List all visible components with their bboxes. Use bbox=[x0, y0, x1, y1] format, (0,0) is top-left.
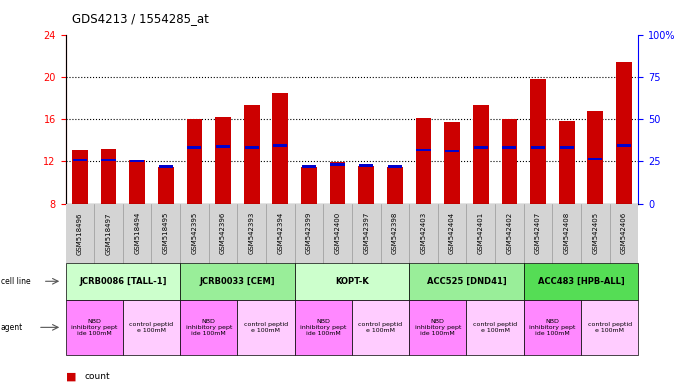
Bar bbox=[244, 105, 259, 204]
Text: cell line: cell line bbox=[1, 277, 30, 286]
Bar bbox=[560, 146, 574, 149]
Text: GSM542400: GSM542400 bbox=[335, 212, 341, 255]
Text: GSM542405: GSM542405 bbox=[592, 212, 598, 254]
Bar bbox=[415, 118, 431, 204]
Bar bbox=[101, 159, 116, 161]
Text: control peptid
e 100mM: control peptid e 100mM bbox=[473, 322, 517, 333]
Bar bbox=[330, 162, 346, 204]
Text: GSM518494: GSM518494 bbox=[134, 212, 140, 255]
Bar bbox=[216, 145, 230, 148]
Bar bbox=[130, 160, 144, 162]
Text: GSM542399: GSM542399 bbox=[306, 212, 312, 255]
Bar bbox=[416, 149, 431, 151]
Bar bbox=[559, 121, 575, 204]
Text: GSM542406: GSM542406 bbox=[621, 212, 627, 255]
Bar bbox=[358, 166, 374, 204]
Text: NBD
inhibitory pept
ide 100mM: NBD inhibitory pept ide 100mM bbox=[529, 319, 575, 336]
Bar bbox=[531, 146, 545, 149]
Text: GSM542398: GSM542398 bbox=[392, 212, 398, 255]
Bar bbox=[588, 158, 602, 161]
Text: control peptid
e 100mM: control peptid e 100mM bbox=[130, 322, 173, 333]
Text: NBD
inhibitory pept
ide 100mM: NBD inhibitory pept ide 100mM bbox=[186, 319, 232, 336]
Text: JCRB0033 [CEM]: JCRB0033 [CEM] bbox=[199, 277, 275, 286]
Bar bbox=[388, 166, 402, 168]
Text: GSM542393: GSM542393 bbox=[248, 212, 255, 255]
Text: KOPT-K: KOPT-K bbox=[335, 277, 368, 286]
Text: GSM542395: GSM542395 bbox=[191, 212, 197, 255]
Bar bbox=[587, 111, 603, 204]
Text: GSM542408: GSM542408 bbox=[564, 212, 570, 255]
Text: control peptid
e 100mM: control peptid e 100mM bbox=[359, 322, 402, 333]
Bar bbox=[101, 149, 117, 204]
Bar bbox=[186, 119, 202, 204]
Bar bbox=[72, 159, 87, 161]
Bar bbox=[473, 105, 489, 204]
Text: GSM542403: GSM542403 bbox=[420, 212, 426, 255]
Text: GSM518497: GSM518497 bbox=[106, 212, 112, 255]
Text: GSM542401: GSM542401 bbox=[477, 212, 484, 255]
Bar bbox=[129, 160, 145, 204]
Text: GSM542394: GSM542394 bbox=[277, 212, 284, 255]
Bar bbox=[273, 93, 288, 204]
Bar bbox=[215, 118, 231, 204]
Text: NBD
inhibitory pept
ide 100mM: NBD inhibitory pept ide 100mM bbox=[415, 319, 461, 336]
Text: GSM518496: GSM518496 bbox=[77, 212, 83, 255]
Text: JCRB0086 [TALL-1]: JCRB0086 [TALL-1] bbox=[79, 277, 166, 286]
Bar bbox=[616, 62, 632, 204]
Bar bbox=[473, 146, 488, 149]
Text: NBD
inhibitory pept
ide 100mM: NBD inhibitory pept ide 100mM bbox=[300, 319, 346, 336]
Bar bbox=[359, 164, 373, 167]
Text: GDS4213 / 1554285_at: GDS4213 / 1554285_at bbox=[72, 12, 209, 25]
Text: GSM542404: GSM542404 bbox=[449, 212, 455, 254]
Bar bbox=[159, 166, 173, 168]
Bar bbox=[187, 146, 201, 149]
Text: ACC525 [DND41]: ACC525 [DND41] bbox=[426, 277, 506, 286]
Text: ACC483 [HPB-ALL]: ACC483 [HPB-ALL] bbox=[538, 277, 624, 286]
Bar bbox=[331, 163, 345, 166]
Text: GSM518495: GSM518495 bbox=[163, 212, 169, 255]
Bar bbox=[301, 167, 317, 204]
Text: GSM542396: GSM542396 bbox=[220, 212, 226, 255]
Text: NBD
inhibitory pept
ide 100mM: NBD inhibitory pept ide 100mM bbox=[71, 319, 117, 336]
Text: control peptid
e 100mM: control peptid e 100mM bbox=[588, 322, 631, 333]
Bar bbox=[530, 79, 546, 204]
Bar bbox=[502, 119, 518, 204]
Text: ■: ■ bbox=[66, 371, 76, 381]
Bar bbox=[445, 149, 460, 152]
Bar bbox=[158, 167, 174, 204]
Text: GSM542397: GSM542397 bbox=[363, 212, 369, 255]
Bar bbox=[72, 150, 88, 204]
Text: GSM542407: GSM542407 bbox=[535, 212, 541, 255]
Text: control peptid
e 100mM: control peptid e 100mM bbox=[244, 322, 288, 333]
Bar bbox=[387, 167, 403, 204]
Bar bbox=[502, 146, 517, 149]
Text: GSM542402: GSM542402 bbox=[506, 212, 513, 254]
Bar bbox=[617, 144, 631, 147]
Text: count: count bbox=[85, 372, 110, 381]
Bar bbox=[302, 166, 316, 168]
Bar bbox=[244, 146, 259, 149]
Bar bbox=[444, 122, 460, 204]
Text: agent: agent bbox=[1, 323, 23, 332]
Bar bbox=[273, 144, 288, 147]
